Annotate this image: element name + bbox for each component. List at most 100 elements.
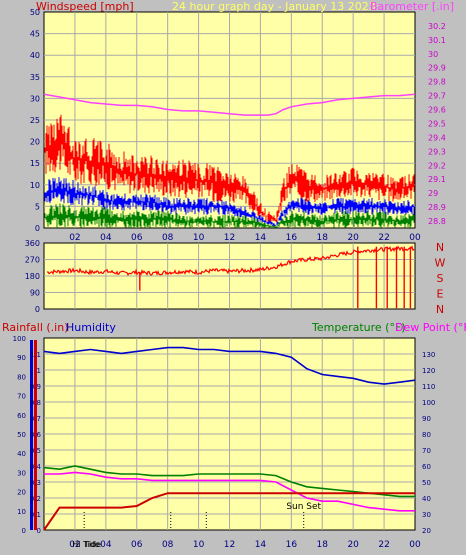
humidity-tick-label: 20 xyxy=(17,489,26,497)
barometer-tick-label: 30.2 xyxy=(428,22,446,31)
direction-spikes xyxy=(139,246,412,309)
gust-series xyxy=(44,114,415,225)
time-tick-label-top: 20 xyxy=(347,233,359,243)
humidity-tick-label: 30 xyxy=(17,469,26,477)
barometer-label: Barometer [.in] xyxy=(370,0,454,13)
barometer-tick-label: 30 xyxy=(428,50,438,59)
direction-tick-label: 180 xyxy=(25,272,40,281)
barometer-tick-label: 29.3 xyxy=(428,147,446,156)
barometer-tick-label: 29.6 xyxy=(428,106,446,115)
temperature-tick-label: 20 xyxy=(422,527,431,535)
barometer-tick-label: 29.5 xyxy=(428,119,446,128)
humidity-series xyxy=(43,346,416,385)
time-tick-label-bottom: 08 xyxy=(162,540,174,550)
barometer-tick-label: 28.8 xyxy=(428,217,446,226)
wind-tick-label: 10 xyxy=(30,181,40,190)
rain-tick-label: 0.6 xyxy=(30,431,42,439)
humidity-tick-label: 70 xyxy=(17,393,26,401)
humidity-tick-label: 10 xyxy=(17,508,26,516)
temperature-tick-label: 50 xyxy=(422,479,431,487)
temperature-tick-label: 70 xyxy=(422,447,431,455)
time-tick-label-top: 02 xyxy=(69,233,80,243)
temperature-tick-label: 100 xyxy=(422,399,435,407)
time-tick-label-bottom: 00 xyxy=(409,540,421,550)
compass-label: W xyxy=(435,257,446,270)
temperature-series xyxy=(43,465,415,498)
direction-tick-label: 0 xyxy=(35,305,40,314)
time-tick-label-top: 00 xyxy=(409,233,421,243)
humidity-tick-label: 40 xyxy=(17,450,26,458)
rain-tick-label: 0.2 xyxy=(30,495,41,503)
windspeed-label: Windspeed [mph] xyxy=(36,0,134,13)
barometer-tick-label: 30.1 xyxy=(428,36,446,45)
dewpoint-series xyxy=(44,471,415,512)
temperature-label: Temperature (°F) xyxy=(311,321,406,334)
humidity-tick-label: 60 xyxy=(17,412,26,420)
time-tick-label-bottom: 18 xyxy=(317,540,329,550)
wind-tick-label: 15 xyxy=(30,159,40,168)
temperature-tick-label: 90 xyxy=(422,415,431,423)
rain-tick-label: 1.1 xyxy=(30,351,41,359)
rain-axis-bar xyxy=(34,340,37,530)
time-tick-label-bottom: 12 xyxy=(224,540,235,550)
humidity-axis-bar xyxy=(30,340,33,530)
rain-tick-label: 0.1 xyxy=(30,511,41,519)
time-tick-label-top: 04 xyxy=(100,233,112,243)
time-tick-label-bottom: 14 xyxy=(255,540,267,550)
humidity-tick-label: 0 xyxy=(22,527,26,535)
time-tick-label-bottom: 06 xyxy=(131,540,143,550)
direction-tick-label: 90 xyxy=(30,289,40,298)
humidity-label: Humidity xyxy=(66,321,116,334)
temperature-tick-label: 110 xyxy=(422,383,435,391)
wind-tick-label: 0 xyxy=(35,224,40,233)
direction-tick-label: 270 xyxy=(25,256,40,265)
wind-tick-label: 45 xyxy=(30,30,40,39)
humidity-tick-label: 100 xyxy=(13,335,26,343)
barometer-tick-label: 29.1 xyxy=(428,175,446,184)
wind-tick-label: 20 xyxy=(30,138,40,147)
time-tick-label-top: 08 xyxy=(162,233,174,243)
time-tick-label-bottom: 10 xyxy=(193,540,205,550)
graph-title: 24 hour graph day - January 13 2023 xyxy=(172,0,376,13)
time-tick-label-bottom: 22 xyxy=(378,540,389,550)
time-tick-label-top: 14 xyxy=(255,233,267,243)
barometer-tick-label: 29.2 xyxy=(428,161,446,170)
time-tick-label-top: 06 xyxy=(131,233,143,243)
rain-tick-label: 0.7 xyxy=(30,415,41,423)
direction-series xyxy=(46,245,415,276)
time-tick-label-top: 16 xyxy=(286,233,298,243)
temperature-tick-label: 130 xyxy=(422,351,435,359)
time-tick-label-top: 10 xyxy=(193,233,205,243)
time-tick-label-bottom: 16 xyxy=(286,540,298,550)
dewpoint-label: Dew Point (°F) xyxy=(395,321,466,334)
wind-tick-label: 5 xyxy=(35,202,40,211)
compass-label: E xyxy=(437,288,444,301)
wind-tick-label: 25 xyxy=(30,116,40,125)
compass-label: N xyxy=(436,303,444,316)
barometer-tick-label: 29.4 xyxy=(428,133,446,142)
rain-tick-label: 0.8 xyxy=(30,399,41,407)
rain-tick-label: 0.9 xyxy=(30,383,41,391)
barometer-tick-label: 29 xyxy=(428,189,438,198)
compass-label: N xyxy=(436,241,444,254)
rain-tick-label: 1 xyxy=(37,367,41,375)
rain-tick-label: 0.4 xyxy=(30,463,42,471)
wind-tick-label: 50 xyxy=(30,8,40,17)
temperature-tick-label: 120 xyxy=(422,367,435,375)
time-tick-label-bottom: 20 xyxy=(347,540,359,550)
rain-tick-label: 0.5 xyxy=(30,447,41,455)
time-tick-label-top: 22 xyxy=(378,233,389,243)
humidity-tick-label: 90 xyxy=(17,354,26,362)
tide-label: Tide xyxy=(83,540,101,549)
wind-tick-label: 30 xyxy=(30,94,40,103)
rain-tick-label: 0.3 xyxy=(30,479,41,487)
barometer-tick-label: 29.9 xyxy=(428,64,446,73)
barometer-tick-label: 29.7 xyxy=(428,92,446,101)
calm-series xyxy=(44,203,415,228)
temperature-tick-label: 30 xyxy=(422,511,431,519)
wind-tick-label: 40 xyxy=(30,51,40,60)
direction-tick-label: 360 xyxy=(25,239,40,248)
time-tick-label-top: 12 xyxy=(224,233,235,243)
time-tick-label-bottom: 02 xyxy=(69,540,80,550)
